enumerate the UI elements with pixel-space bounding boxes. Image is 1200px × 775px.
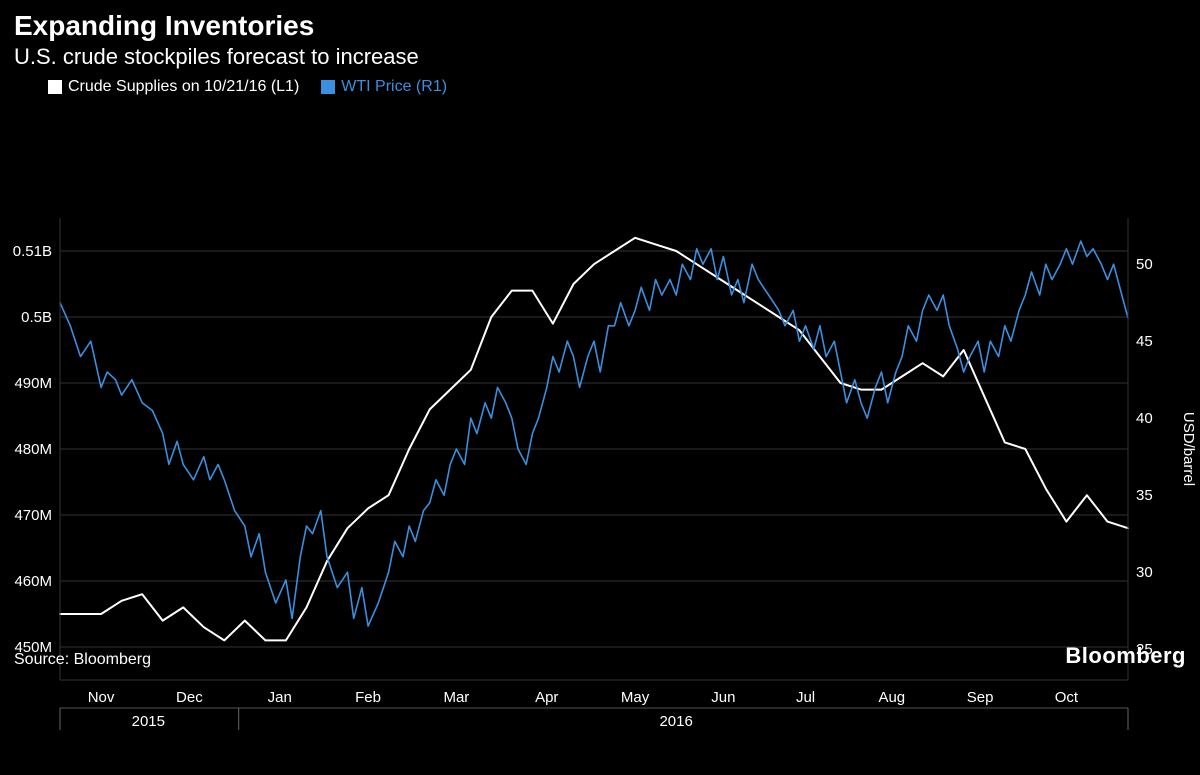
brand-label: Bloomberg — [1065, 643, 1186, 669]
svg-text:0.51B: 0.51B — [13, 243, 52, 260]
legend-label-wti: WTI Price (R1) — [341, 78, 447, 96]
svg-text:35: 35 — [1136, 487, 1153, 504]
chart-subtitle: U.S. crude stockpiles forecast to increa… — [0, 44, 1200, 76]
line-chart: 450M460M470M480M490M0.5B0.51B25303540455… — [0, 100, 1200, 775]
svg-text:Aug: Aug — [878, 689, 905, 706]
svg-text:USD/barrel: USD/barrel — [1180, 412, 1197, 486]
svg-text:30: 30 — [1136, 564, 1153, 581]
svg-text:0.5B: 0.5B — [21, 309, 52, 326]
legend: Crude Supplies on 10/21/16 (L1) WTI Pric… — [0, 76, 1200, 100]
svg-text:480M: 480M — [14, 441, 52, 458]
svg-text:45: 45 — [1136, 333, 1153, 350]
svg-text:470M: 470M — [14, 507, 52, 524]
chart-title: Expanding Inventories — [0, 0, 1200, 44]
svg-text:Apr: Apr — [535, 689, 558, 706]
svg-text:2016: 2016 — [659, 713, 692, 730]
svg-text:Mar: Mar — [443, 689, 469, 706]
source-label: Source: Bloomberg — [14, 651, 151, 669]
legend-label-crude: Crude Supplies on 10/21/16 (L1) — [68, 78, 299, 96]
svg-text:Feb: Feb — [355, 689, 381, 706]
svg-text:2015: 2015 — [132, 713, 165, 730]
legend-item-crude: Crude Supplies on 10/21/16 (L1) — [48, 78, 299, 96]
svg-text:May: May — [621, 689, 650, 706]
svg-text:Jun: Jun — [711, 689, 735, 706]
svg-text:50: 50 — [1136, 256, 1153, 273]
svg-text:460M: 460M — [14, 573, 52, 590]
svg-text:Jul: Jul — [796, 689, 815, 706]
svg-text:490M: 490M — [14, 375, 52, 392]
svg-text:Oct: Oct — [1055, 689, 1079, 706]
legend-swatch-wti — [321, 80, 335, 94]
svg-text:Sep: Sep — [967, 689, 994, 706]
legend-item-wti: WTI Price (R1) — [321, 78, 447, 96]
svg-text:Nov: Nov — [88, 689, 115, 706]
svg-text:40: 40 — [1136, 410, 1153, 427]
legend-swatch-crude — [48, 80, 62, 94]
svg-text:Dec: Dec — [176, 689, 203, 706]
svg-text:Jan: Jan — [268, 689, 292, 706]
